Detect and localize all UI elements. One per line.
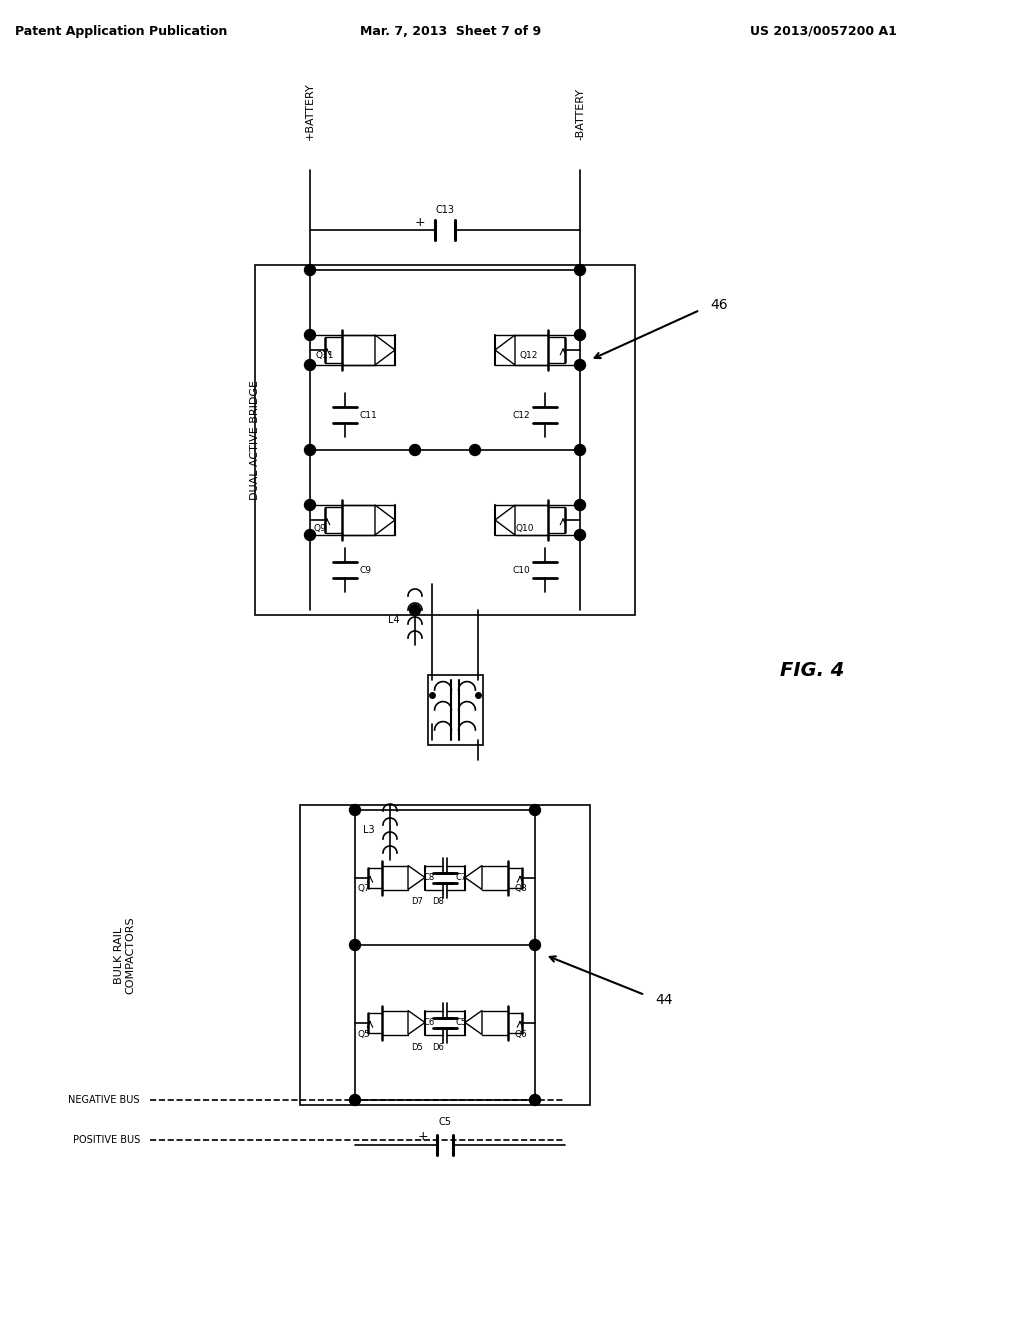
Text: L3: L3 bbox=[364, 825, 375, 836]
Circle shape bbox=[349, 940, 360, 950]
Text: Patent Application Publication: Patent Application Publication bbox=[15, 25, 227, 38]
Circle shape bbox=[304, 445, 315, 455]
Text: BULK RAIL
COMPACTORS: BULK RAIL COMPACTORS bbox=[115, 916, 136, 994]
Text: C10: C10 bbox=[512, 565, 530, 574]
Text: Q8: Q8 bbox=[514, 884, 527, 894]
Text: POSITIVE BUS: POSITIVE BUS bbox=[73, 1135, 140, 1144]
Circle shape bbox=[529, 940, 541, 950]
Bar bbox=[300, 805, 590, 1105]
Text: C5: C5 bbox=[455, 1018, 466, 1027]
Circle shape bbox=[410, 605, 421, 615]
Text: Q9: Q9 bbox=[313, 524, 326, 532]
Circle shape bbox=[574, 264, 586, 276]
Circle shape bbox=[574, 330, 586, 341]
Text: C11: C11 bbox=[360, 411, 378, 420]
Circle shape bbox=[574, 529, 586, 540]
Circle shape bbox=[349, 1094, 360, 1106]
Text: D6: D6 bbox=[432, 1043, 444, 1052]
Text: Q6: Q6 bbox=[514, 1030, 527, 1039]
Text: Mar. 7, 2013  Sheet 7 of 9: Mar. 7, 2013 Sheet 7 of 9 bbox=[360, 25, 541, 38]
Text: 46: 46 bbox=[710, 298, 728, 312]
Circle shape bbox=[304, 264, 315, 276]
Circle shape bbox=[349, 804, 360, 816]
Text: +: + bbox=[415, 215, 425, 228]
Circle shape bbox=[574, 499, 586, 511]
Text: C12: C12 bbox=[512, 411, 530, 420]
Text: Q10: Q10 bbox=[515, 524, 534, 532]
Text: C13: C13 bbox=[435, 205, 455, 215]
Text: Q11: Q11 bbox=[315, 351, 334, 359]
Bar bbox=[255, 265, 635, 615]
Text: C6: C6 bbox=[424, 1018, 435, 1027]
Circle shape bbox=[304, 529, 315, 540]
Text: +BATTERY: +BATTERY bbox=[305, 82, 315, 140]
Text: D5: D5 bbox=[411, 1043, 423, 1052]
Text: D7: D7 bbox=[411, 898, 423, 907]
Text: D8: D8 bbox=[432, 898, 444, 907]
Circle shape bbox=[574, 445, 586, 455]
Text: FIG. 4: FIG. 4 bbox=[780, 660, 845, 680]
Text: 44: 44 bbox=[655, 993, 673, 1007]
Text: C5: C5 bbox=[438, 1117, 452, 1127]
Circle shape bbox=[469, 445, 480, 455]
Text: NEGATIVE BUS: NEGATIVE BUS bbox=[69, 1096, 140, 1105]
Text: DUAL ACTIVE BRIDGE: DUAL ACTIVE BRIDGE bbox=[250, 380, 260, 500]
Text: C9: C9 bbox=[360, 565, 372, 574]
Circle shape bbox=[529, 1094, 541, 1106]
Text: US 2013/0057200 A1: US 2013/0057200 A1 bbox=[750, 25, 897, 38]
Circle shape bbox=[304, 359, 315, 371]
Circle shape bbox=[410, 445, 421, 455]
Text: C8: C8 bbox=[424, 873, 435, 882]
Text: C7: C7 bbox=[455, 873, 466, 882]
Text: Q5: Q5 bbox=[357, 1030, 370, 1039]
Circle shape bbox=[304, 499, 315, 511]
Text: +: + bbox=[418, 1130, 428, 1143]
Circle shape bbox=[304, 330, 315, 341]
Text: L4: L4 bbox=[388, 615, 400, 624]
Circle shape bbox=[529, 804, 541, 816]
Text: Q12: Q12 bbox=[520, 351, 539, 359]
Text: -BATTERY: -BATTERY bbox=[575, 88, 585, 140]
Circle shape bbox=[574, 359, 586, 371]
Text: Q7: Q7 bbox=[357, 884, 370, 894]
